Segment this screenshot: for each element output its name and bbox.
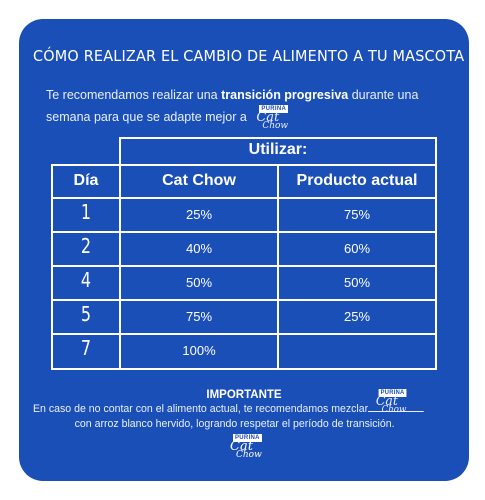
cat-chow-logo-inline: PURINA Cat Chow bbox=[370, 389, 407, 417]
table-group-header: Utilizar: bbox=[248, 141, 308, 158]
logo-blank: PURINA Cat Chow bbox=[368, 389, 424, 417]
cat-chow-logo: PURINA Cat Chow bbox=[250, 105, 289, 133]
logo-chow: Chow bbox=[381, 405, 407, 415]
actual-cell: 50% bbox=[343, 275, 371, 290]
actual-cell: 60% bbox=[343, 241, 371, 256]
intro-text: Te recomendamos realizar una transición … bbox=[46, 85, 446, 133]
cat-chow-cell: 50% bbox=[185, 275, 213, 290]
logo-cat: Cat bbox=[256, 110, 280, 125]
cat-chow-cell: 40% bbox=[185, 241, 213, 256]
important-heading: IMPORTANTE bbox=[206, 389, 282, 401]
logo-chow: Chow bbox=[262, 121, 289, 131]
info-card: CÓMO REALIZAR EL CAMBIO DE ALIMENTO A TU… bbox=[19, 19, 469, 481]
cat-chow-logo-bottom: PURINA Cat Chow bbox=[224, 434, 262, 462]
logo-chow: Chow bbox=[236, 450, 262, 460]
important-note: En caso de no contar con el alimento act… bbox=[33, 389, 436, 432]
day-cell: 2 bbox=[80, 234, 92, 258]
actual-cell: 75% bbox=[343, 207, 371, 222]
cat-chow-cell: 100% bbox=[182, 343, 216, 358]
cat-chow-cell: 75% bbox=[185, 309, 213, 324]
column-header-producto-actual: Producto actual bbox=[296, 172, 418, 189]
column-header-dia: Día bbox=[73, 172, 99, 189]
day-cell: 5 bbox=[80, 302, 92, 326]
page-title: CÓMO REALIZAR EL CAMBIO DE ALIMENTO A TU… bbox=[33, 47, 465, 65]
day-cell: 4 bbox=[80, 268, 92, 292]
logo-brand: PURINA bbox=[259, 105, 289, 113]
important-line-1: En caso de no contar con el alimento act… bbox=[33, 403, 369, 415]
column-header-cat-chow: Cat Chow bbox=[162, 172, 236, 189]
logo-cat: Cat bbox=[375, 394, 398, 409]
intro-text-bold: transición progresiva bbox=[221, 88, 349, 102]
day-cell: 7 bbox=[80, 336, 92, 360]
cat-chow-cell: 25% bbox=[185, 207, 213, 222]
day-cell: 1 bbox=[80, 200, 92, 224]
intro-text-end: durante una semana para que se adapte me… bbox=[46, 88, 419, 124]
logo-brand: PURINA bbox=[378, 389, 407, 397]
important-line-2: con arroz blanco hervido, logrando respe… bbox=[74, 418, 395, 430]
intro-text-start: Te recomendamos realizar una bbox=[46, 88, 222, 102]
actual-cell: 25% bbox=[343, 309, 371, 324]
logo-brand: PURINA bbox=[233, 434, 262, 442]
logo-cat: Cat bbox=[230, 439, 253, 454]
